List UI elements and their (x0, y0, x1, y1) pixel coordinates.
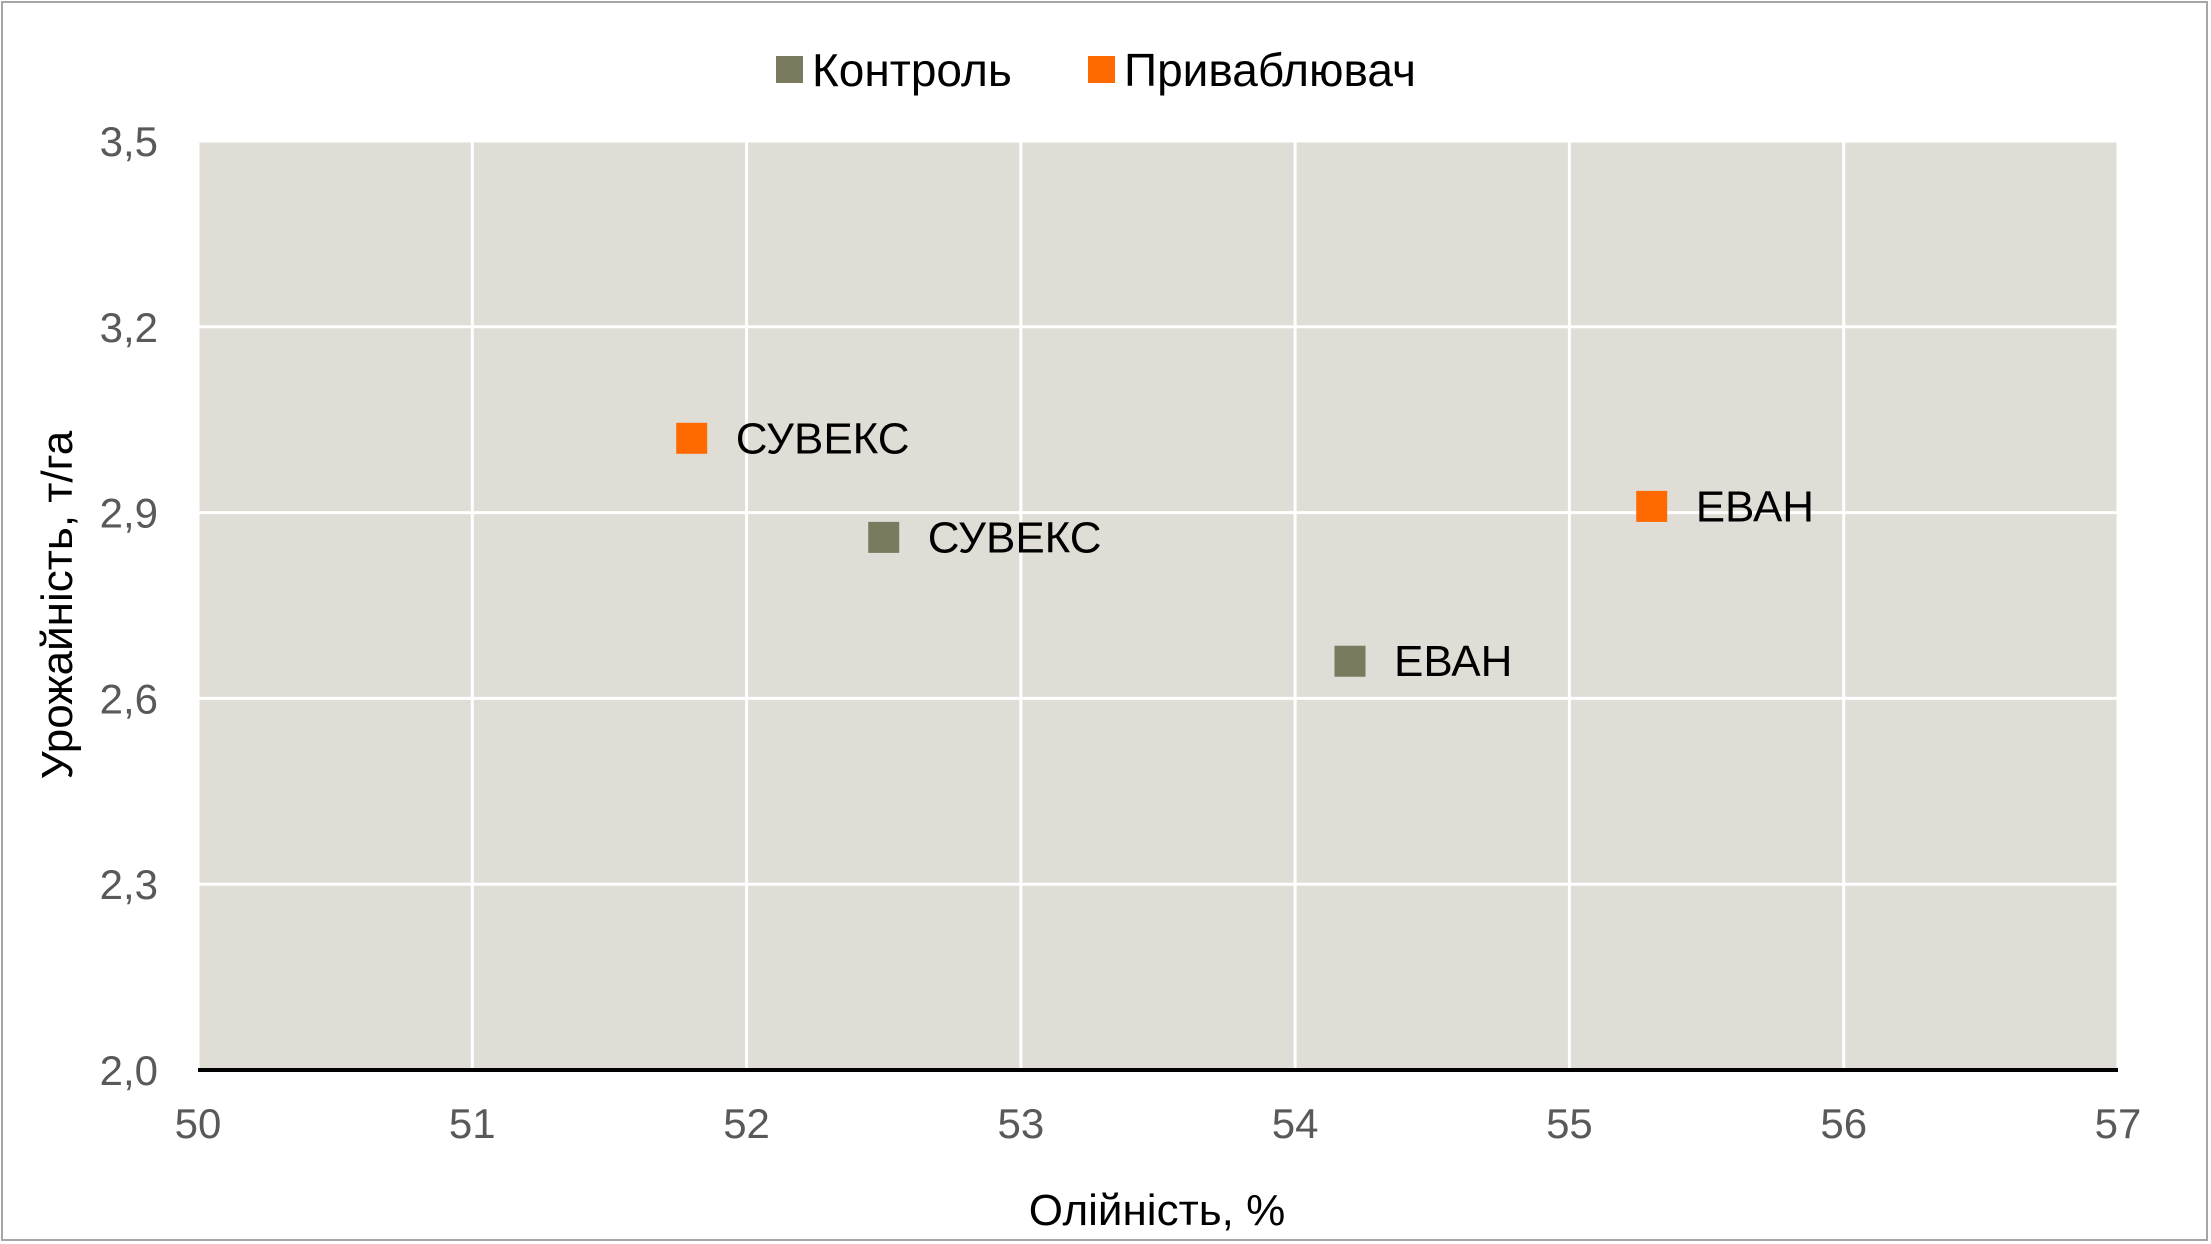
legend: Контроль Приваблювач (776, 44, 1416, 96)
plot-area (198, 141, 2118, 1070)
x-tick-label: 56 (1820, 1100, 1867, 1147)
data-point-marker (868, 521, 900, 553)
y-tick-labels: 2,0 2,3 2,6 2,9 3,2 3,5 (100, 118, 158, 1094)
x-tick-label: 51 (449, 1100, 496, 1147)
y-tick-label: 2,6 (100, 675, 158, 722)
x-tick-label: 53 (997, 1100, 1044, 1147)
y-tick-label: 2,3 (100, 861, 158, 908)
y-axis-title: Урожайність, т/га (33, 430, 82, 779)
data-point-label: СУВЕКС (928, 513, 1102, 562)
y-tick-label: 2,0 (100, 1047, 158, 1094)
x-tick-label: 52 (723, 1100, 770, 1147)
legend-marker (776, 56, 803, 83)
data-point-label: СУВЕКС (736, 414, 910, 463)
data-point-label: ЕВАН (1394, 637, 1512, 686)
legend-marker (1088, 56, 1115, 83)
x-tick-labels: 50 51 52 53 54 55 56 57 (175, 1100, 2142, 1147)
data-point-label: ЕВАН (1696, 482, 1814, 531)
x-axis-title: Олійність, % (1029, 1186, 1285, 1235)
data-points: СУВЕКС ЕВАН СУВЕКС ЕВАН (676, 414, 1814, 686)
y-tick-label: 3,2 (100, 304, 158, 351)
data-point-marker (1636, 490, 1668, 522)
x-tick-label: 50 (175, 1100, 222, 1147)
legend-label: Приваблювач (1124, 44, 1416, 96)
y-tick-label: 2,9 (100, 490, 158, 537)
legend-label: Контроль (812, 44, 1012, 96)
data-point-marker (676, 422, 708, 454)
x-tick-label: 54 (1272, 1100, 1319, 1147)
y-tick-label: 3,5 (100, 118, 158, 165)
x-tick-label: 57 (2095, 1100, 2142, 1147)
x-tick-label: 55 (1546, 1100, 1593, 1147)
data-point-marker (1334, 645, 1366, 677)
